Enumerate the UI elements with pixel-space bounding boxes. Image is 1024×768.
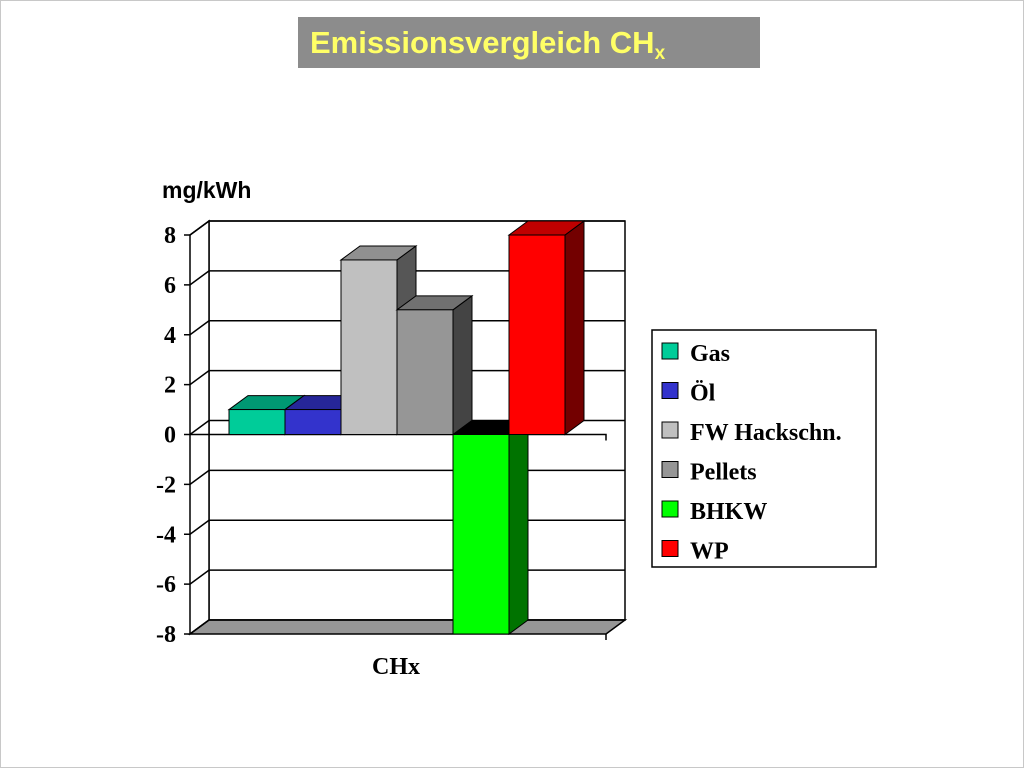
y-tick-label: 8 xyxy=(164,223,176,249)
legend-swatch xyxy=(661,461,679,478)
legend: Gas Öl FW Hackschn. Pellets BHKW WP xyxy=(651,329,877,568)
bar-front xyxy=(228,409,286,435)
y-tick-label: -2 xyxy=(156,472,176,498)
bar-side xyxy=(452,294,473,436)
x-category-label: CHx xyxy=(372,654,420,680)
legend-box xyxy=(651,329,877,568)
bar-4 xyxy=(395,294,474,436)
legend-label: BHKW xyxy=(690,499,767,525)
y-axis-ticks: 8 6 4 2 0 -2 -4 -6 -8 xyxy=(156,223,190,648)
bar-front xyxy=(284,409,342,435)
legend-swatch xyxy=(661,500,679,518)
y-tick-label: 6 xyxy=(164,273,176,299)
legend-label: Gas xyxy=(690,341,730,367)
y-tick-label: 4 xyxy=(164,323,176,349)
y-tick-label: -8 xyxy=(156,622,176,648)
y-tick-label: -4 xyxy=(156,522,176,548)
legend-swatch xyxy=(661,421,679,439)
bar-6 xyxy=(507,220,586,436)
bar-front xyxy=(396,309,454,435)
legend-swatch xyxy=(661,382,679,399)
chart-floor xyxy=(187,619,628,635)
bar-front xyxy=(508,234,566,435)
legend-label: Pellets xyxy=(690,460,757,486)
bars xyxy=(227,220,586,635)
y-tick-label: 0 xyxy=(164,423,176,449)
bar-side xyxy=(508,419,529,635)
legend-label: FW Hackschn. xyxy=(690,420,842,446)
gridline xyxy=(189,270,625,286)
legend-swatch xyxy=(661,342,679,360)
legend-label: Öl xyxy=(690,381,716,407)
legend-swatch xyxy=(661,540,679,557)
title-text: Emissionsvergleich CH xyxy=(310,25,655,60)
gridline xyxy=(189,369,625,386)
bar-5 xyxy=(451,419,530,635)
bar-side xyxy=(564,220,585,436)
y-tick-label: -6 xyxy=(156,572,176,598)
gridline xyxy=(189,220,625,236)
slide-title: Emissionsvergleich CHx xyxy=(298,17,760,68)
legend-label: WP xyxy=(690,539,729,565)
y-tick-label: 2 xyxy=(164,373,176,399)
title-subscript: x xyxy=(654,43,666,64)
y-axis-unit-label: mg/kWh xyxy=(162,177,251,203)
bar-front xyxy=(340,259,398,435)
bar-front xyxy=(452,434,510,635)
gridline xyxy=(189,320,625,336)
